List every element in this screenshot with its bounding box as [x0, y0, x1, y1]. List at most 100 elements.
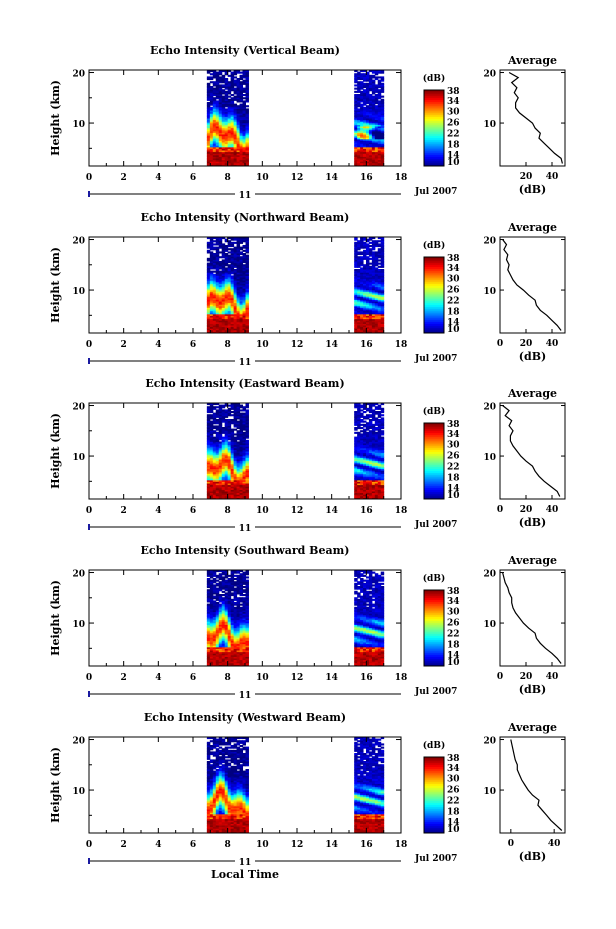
heatmap-cell: [239, 161, 244, 164]
heatmap-cell: [371, 286, 376, 289]
heatmap-cell: [380, 419, 385, 422]
heatmap-cell: [354, 286, 358, 289]
heatmap-cell: [212, 302, 217, 305]
heatmap-cell: [239, 481, 244, 484]
heatmap-cell: [371, 417, 376, 420]
heatmap-cell: [212, 286, 217, 289]
heatmap-cell: [221, 661, 226, 664]
heatmap-cell: [215, 145, 220, 148]
heatmap-cell: [236, 495, 241, 498]
heatmap-cell: [363, 82, 367, 85]
heatmap-cell: [360, 151, 364, 154]
heatmap-cell: [221, 603, 226, 606]
heatmap-cell: [380, 433, 385, 436]
heatmap-cell: [233, 455, 238, 458]
heatmap-cell: [245, 92, 249, 95]
heatmap-cell: [227, 70, 232, 73]
heatmap-cell: [239, 495, 244, 498]
heatmap-cell: [218, 313, 223, 316]
heatmap-cell: [360, 124, 364, 127]
heatmap-cell: [236, 86, 241, 89]
heatmap-cell: [224, 497, 229, 500]
heatmap-cell: [377, 121, 382, 124]
heatmap-cell: [374, 159, 379, 162]
heatmap-cell: [212, 629, 217, 632]
heatmap-cell: [227, 634, 232, 637]
heatmap-cell: [233, 320, 238, 323]
heatmap-cell: [380, 145, 385, 148]
heatmap-cell: [242, 643, 246, 646]
heatmap-cell: [357, 289, 361, 292]
heatmap-cell: [212, 619, 217, 622]
heatmap-cell: [230, 433, 235, 436]
heatmap-cell: [227, 289, 232, 292]
heatmap-cell: [380, 106, 385, 109]
heatmap-cell: [215, 463, 220, 466]
heatmap-cell: [209, 605, 214, 608]
heatmap-cell: [377, 86, 382, 89]
heatmap-cell: [354, 95, 358, 98]
heatmap-cell: [242, 629, 246, 632]
x-tick-label: 0: [86, 340, 92, 350]
average-x-tick-label: 40: [546, 339, 559, 349]
heatmap-cell: [212, 82, 217, 85]
heatmap-cell: [224, 425, 229, 428]
heatmap-cell: [236, 326, 241, 329]
heatmap-cell: [360, 142, 364, 145]
heatmap-cell: [236, 624, 241, 627]
heatmap-cell: [371, 479, 376, 482]
heatmap-cell: [360, 495, 364, 498]
heatmap-cell: [230, 241, 235, 244]
heatmap-cell: [357, 265, 361, 268]
heatmap-cell: [221, 650, 226, 653]
heatmap-cell: [206, 597, 211, 600]
heatmap-cell: [354, 97, 358, 100]
heatmap-cell: [206, 320, 211, 323]
heatmap-cell: [215, 277, 220, 280]
heatmap-cell: [368, 492, 373, 495]
heatmap-cell: [239, 307, 244, 310]
heatmap-cell: [227, 611, 232, 614]
heatmap-cell: [212, 158, 217, 161]
heatmap-cell: [374, 98, 379, 101]
heatmap-cell: [206, 267, 211, 270]
heatmap-cell: [236, 403, 241, 406]
heatmap-cell: [233, 138, 238, 141]
colorbar-segment: [424, 296, 444, 300]
panel-title: Echo Intensity (Northward Beam): [141, 211, 350, 224]
heatmap-cell: [236, 465, 241, 468]
heatmap-cell: [224, 102, 229, 105]
heatmap-cell: [239, 304, 244, 307]
heatmap-cell: [245, 626, 249, 629]
heatmap-cell: [354, 281, 358, 284]
heatmap-cell: [221, 301, 226, 304]
heatmap-cell: [242, 321, 246, 324]
heatmap-cell: [245, 310, 249, 313]
heatmap-cell: [239, 435, 244, 438]
heatmap-cell: [218, 622, 223, 625]
heatmap-cell: [236, 301, 241, 304]
heatmap-cell: [218, 619, 223, 622]
heatmap-cell: [354, 90, 358, 93]
heatmap-cell: [215, 74, 220, 77]
heatmap-cell: [221, 297, 226, 300]
heatmap-cell: [371, 468, 376, 471]
heatmap-cell: [206, 494, 211, 497]
x-tick-label: 16: [360, 506, 373, 516]
heatmap-cell: [357, 137, 361, 140]
heatmap-cell: [209, 478, 214, 481]
heatmap-cell: [363, 140, 367, 143]
heatmap-cell: [206, 425, 211, 428]
heatmap-cell: [221, 487, 226, 490]
heatmap-cell: [242, 245, 246, 248]
heatmap-cell: [365, 425, 370, 428]
heatmap-cell: [224, 608, 229, 611]
heatmap-cell: [218, 296, 223, 299]
heatmap-cell: [239, 280, 244, 283]
heatmap-cell: [209, 118, 214, 121]
heatmap-cell: [380, 103, 385, 106]
heatmap-cell: [239, 76, 244, 79]
heatmap-cell: [360, 457, 364, 460]
colorbar-segment: [424, 109, 444, 112]
y-tick-label: 10: [72, 120, 85, 130]
